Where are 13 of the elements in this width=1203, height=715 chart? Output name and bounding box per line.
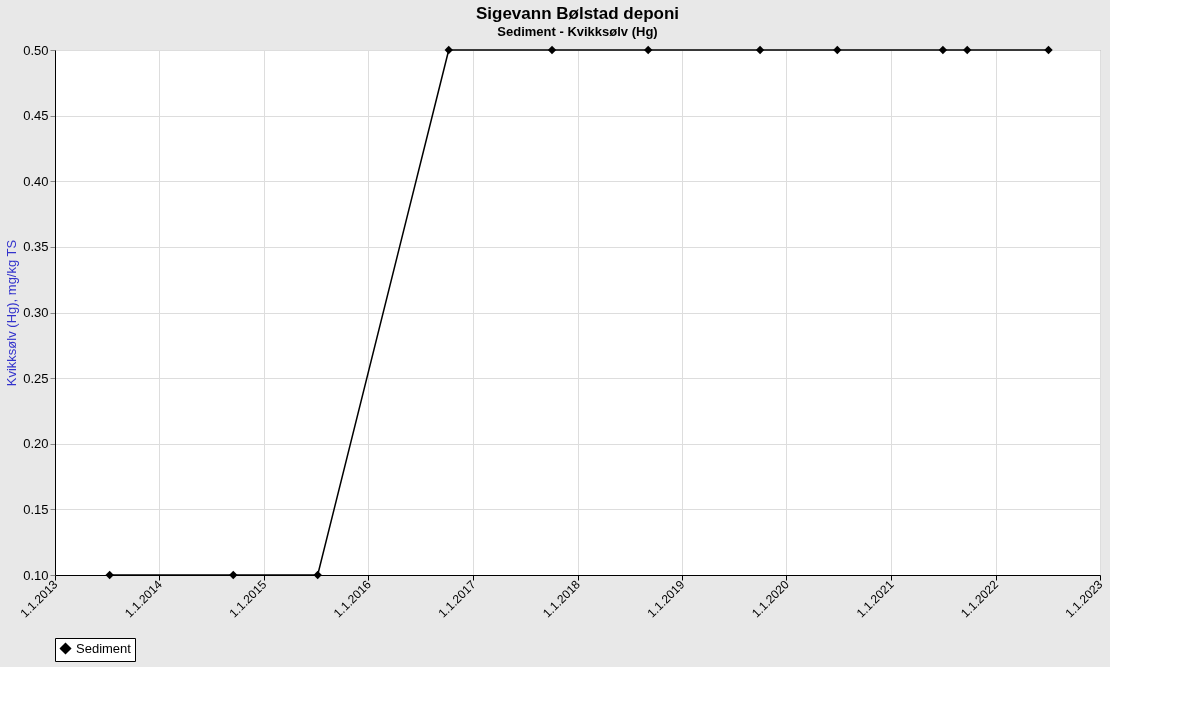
y-tick-label: 0.50 xyxy=(23,42,49,58)
legend-label: Sediment xyxy=(76,640,132,656)
y-tick-label: 0.35 xyxy=(23,239,49,255)
chart-subtitle: Sediment - Kvikksølv (Hg) xyxy=(497,24,658,39)
y-tick-label: 0.20 xyxy=(23,436,49,452)
y-tick-label: 0.25 xyxy=(23,370,49,386)
y-tick-label: 0.30 xyxy=(23,305,49,320)
y-axis-title: Kvikksølv (Hg), mg/kg TS xyxy=(4,239,20,387)
y-tick-label: 0.15 xyxy=(23,501,49,517)
y-tick-label: 0.10 xyxy=(23,567,49,583)
chart-title: Sigevann Bølstad deponi xyxy=(475,4,680,23)
y-tick-label: 0.40 xyxy=(23,173,49,189)
y-tick-label: 0.45 xyxy=(23,108,49,124)
